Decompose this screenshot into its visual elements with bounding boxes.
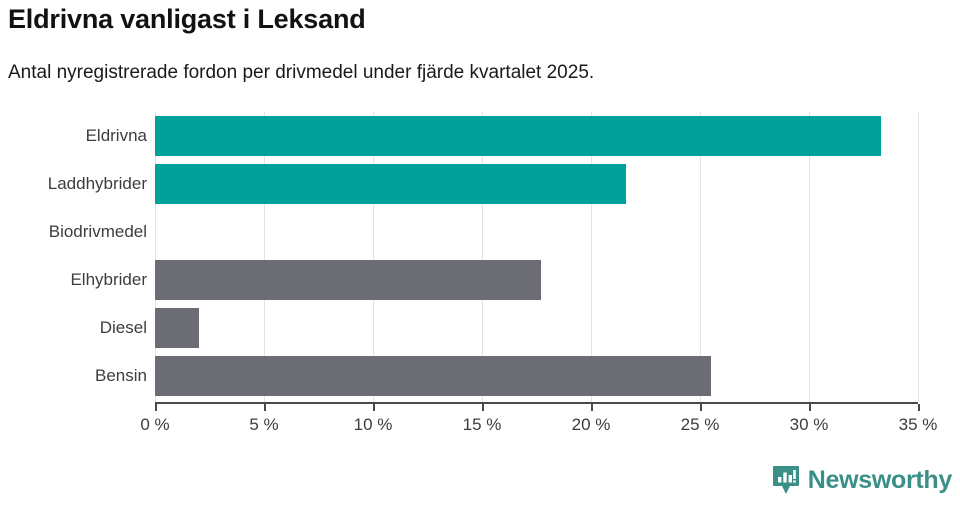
y-axis-label-laddhybrider: Laddhybrider (47, 174, 147, 193)
gridline-10 (373, 112, 374, 402)
x-tick-label-10: 10 % (353, 415, 393, 434)
x-tick-mark-0 (155, 404, 157, 411)
x-tick-label-35: 35 % (898, 415, 938, 434)
bar-laddhybrider (155, 164, 626, 204)
bar-eldrivna (155, 116, 881, 156)
x-tick-mark-15 (482, 404, 484, 411)
x-tick-label-15: 15 % (462, 415, 502, 434)
x-tick-mark-30 (809, 404, 811, 411)
y-axis-label-bensin: Bensin (95, 366, 147, 385)
x-tick-mark-20 (591, 404, 593, 411)
x-tick-mark-25 (700, 404, 702, 411)
newsworthy-wordmark: Newsworthy (807, 465, 953, 494)
y-axis-label-diesel: Diesel (99, 318, 147, 337)
gridline-25 (700, 112, 701, 402)
y-axis-label-eldrivna: Eldrivna (85, 126, 147, 145)
y-axis-category-labels: Eldrivna Laddhybrider Biodrivmedel Elhybrid… (0, 112, 147, 402)
newsworthy-branding: Newsworthy (772, 463, 952, 497)
x-tick-label-5: 5 % (249, 415, 279, 434)
page-title: Eldrivna vanligast i Leksand (8, 4, 366, 34)
x-axis-line (155, 402, 918, 404)
gridlines (0, 112, 960, 402)
plot-area: Eldrivna Laddhybrider Biodrivmedel Elhybrid… (0, 112, 960, 434)
bar-elhybrider (155, 260, 541, 300)
x-tick-label-0: 0 % (140, 415, 170, 434)
gridline-15 (482, 112, 483, 402)
gridline-20 (591, 112, 592, 402)
bar-series (0, 112, 960, 402)
x-tick-label-20: 20 % (571, 415, 611, 434)
gridline-5 (264, 112, 265, 402)
x-tick-label-30: 30 % (789, 415, 829, 434)
gridline-0 (155, 112, 156, 402)
x-tick-mark-5 (264, 404, 266, 411)
bar-chart-speech-bubble-icon (772, 465, 800, 495)
x-tick-mark-10 (373, 404, 375, 411)
chart-subtitle: Antal nyregistrerade fordon per drivmede… (8, 62, 595, 83)
x-tick-mark-35 (918, 404, 920, 411)
bar-diesel (155, 308, 199, 348)
y-axis-label-elhybrider: Elhybrider (70, 270, 147, 289)
gridline-30 (809, 112, 810, 402)
x-tick-label-25: 25 % (680, 415, 720, 434)
bar-bensin (155, 356, 711, 396)
y-axis-label-biodrivmedel: Biodrivmedel (48, 222, 147, 241)
gridline-35 (918, 112, 919, 402)
